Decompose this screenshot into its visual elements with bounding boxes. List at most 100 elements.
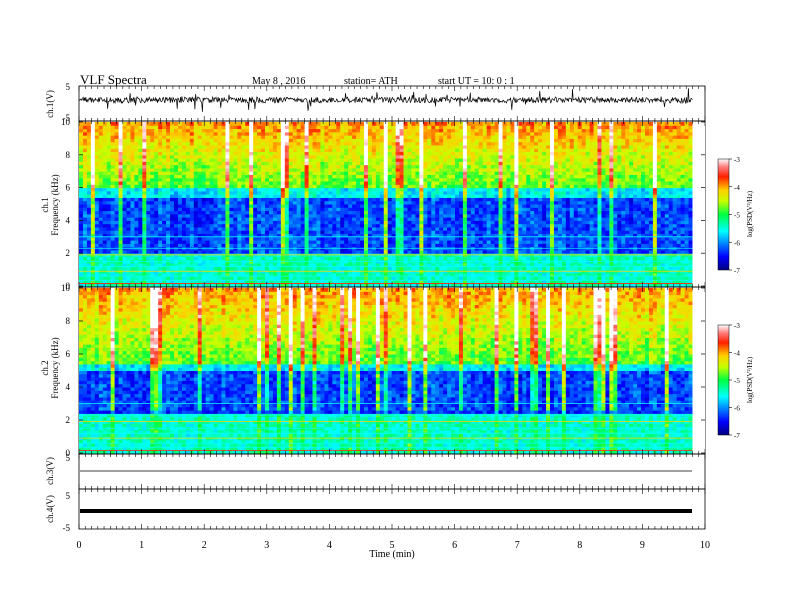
spectrogram-cell — [388, 201, 392, 205]
spectrogram-cell — [637, 214, 641, 218]
spectrogram-cell — [127, 181, 131, 185]
spectrogram-cell — [107, 256, 111, 260]
spectrogram-cell — [594, 191, 598, 195]
spectrogram-cell — [661, 224, 665, 228]
spectrogram-cell — [669, 194, 673, 198]
spectrogram-cell — [396, 207, 400, 211]
spectrogram-cell — [487, 266, 491, 270]
spectrogram-cell — [439, 184, 443, 188]
spectrogram-cell — [146, 181, 150, 185]
spectrogram-cell — [356, 217, 360, 221]
spectrogram-cell — [372, 256, 376, 260]
spectrogram-cell — [522, 201, 526, 205]
spectrogram-cell — [127, 197, 131, 201]
spectrogram-cell — [328, 243, 332, 247]
spectrogram-cell — [447, 197, 451, 201]
spectrogram-cell — [570, 204, 574, 208]
spectrogram-cell — [348, 214, 352, 218]
spectrogram-cell — [210, 266, 214, 270]
spectrogram-cell — [146, 197, 150, 201]
spectrogram-cell — [368, 220, 372, 224]
spectrogram-cell — [609, 227, 613, 231]
spectrogram-cell — [305, 256, 309, 260]
spectrogram-cell — [332, 207, 336, 211]
spectrogram-cell — [594, 217, 598, 221]
spectrogram-cell — [221, 256, 225, 260]
spectrogram-cell — [483, 181, 487, 185]
spectrogram-cell — [578, 256, 582, 260]
spectrogram-cell — [455, 204, 459, 208]
spectrogram-cell — [174, 204, 178, 208]
spectrogram-cell — [123, 256, 127, 260]
spectrogram-cell — [657, 191, 661, 195]
spectrogram-cell — [554, 188, 558, 192]
spectrogram-cell — [218, 191, 222, 195]
spectrogram-cell — [506, 220, 510, 224]
spectrogram-cell — [419, 211, 423, 215]
spectrogram-cell — [546, 207, 550, 211]
spectrogram-cell — [435, 230, 439, 234]
spectrogram-cell — [495, 220, 499, 224]
spectrogram-cell — [146, 207, 150, 211]
spectrogram-cell — [320, 230, 324, 234]
spectrogram-cell — [103, 243, 107, 247]
spectrogram-cell — [475, 224, 479, 228]
spectrogram-cell — [586, 217, 590, 221]
spectrogram-cell — [392, 266, 396, 270]
spectrogram-cell — [439, 181, 443, 185]
spectrogram-cell — [119, 201, 123, 205]
spectrogram-cell — [594, 227, 598, 231]
spectrogram-cell — [669, 188, 673, 192]
spectrogram-cell — [423, 220, 427, 224]
spectrogram-cell — [594, 220, 598, 224]
spectrogram-cell — [613, 243, 617, 247]
spectrogram-cell — [380, 197, 384, 201]
spectrogram-cell — [479, 224, 483, 228]
spectrogram-cell — [542, 237, 546, 241]
spectrogram-cell — [427, 191, 431, 195]
spectrogram-cell — [542, 207, 546, 211]
spectrogram-cell — [396, 181, 400, 185]
spectrogram-cell — [309, 191, 313, 195]
spectrogram-cell — [241, 181, 245, 185]
spectrogram-cell — [522, 256, 526, 260]
spectrogram-cell — [340, 194, 344, 198]
spectrogram-cell — [522, 217, 526, 221]
spectrogram-cell — [625, 211, 629, 215]
spectrogram-cell — [550, 207, 554, 211]
spectrogram-cell — [447, 191, 451, 195]
spectrogram-cell — [241, 207, 245, 211]
spectrogram-cell — [657, 237, 661, 241]
spectrogram-cell — [649, 214, 653, 218]
spectrogram-cell — [629, 181, 633, 185]
spectrogram-cell — [677, 276, 681, 280]
spectrogram-cell — [293, 250, 297, 254]
spectrogram-cell — [601, 227, 605, 231]
spectrogram-cell — [190, 188, 194, 192]
spectrogram-cell — [225, 266, 229, 270]
spectrogram-cell — [182, 191, 186, 195]
spectrogram-cell — [554, 217, 558, 221]
spectrogram-cell — [241, 194, 245, 198]
spectrogram-cell — [324, 211, 328, 215]
spectrogram-cell — [265, 211, 269, 215]
spectrogram-cell — [237, 276, 241, 280]
spectrogram-cell — [328, 224, 332, 228]
spectrogram-cell — [518, 250, 522, 254]
spectrogram-cell — [447, 243, 451, 247]
spectrogram-cell — [83, 227, 87, 231]
spectrogram-cell — [285, 201, 289, 205]
spectrogram-cell — [83, 181, 87, 185]
spectrogram-cell — [419, 266, 423, 270]
spectrogram-cell — [590, 237, 594, 241]
spectrogram-cell — [237, 250, 241, 254]
spectrogram-cell — [249, 237, 253, 241]
spectrogram-cell — [305, 211, 309, 215]
spectrogram-cell — [396, 237, 400, 241]
spectrogram-cell — [566, 227, 570, 231]
spectrogram-cell — [150, 204, 154, 208]
spectrogram-cell — [91, 224, 95, 228]
spectrogram-cell — [186, 227, 190, 231]
spectrogram-cell — [392, 184, 396, 188]
spectrogram-cell — [487, 188, 491, 192]
